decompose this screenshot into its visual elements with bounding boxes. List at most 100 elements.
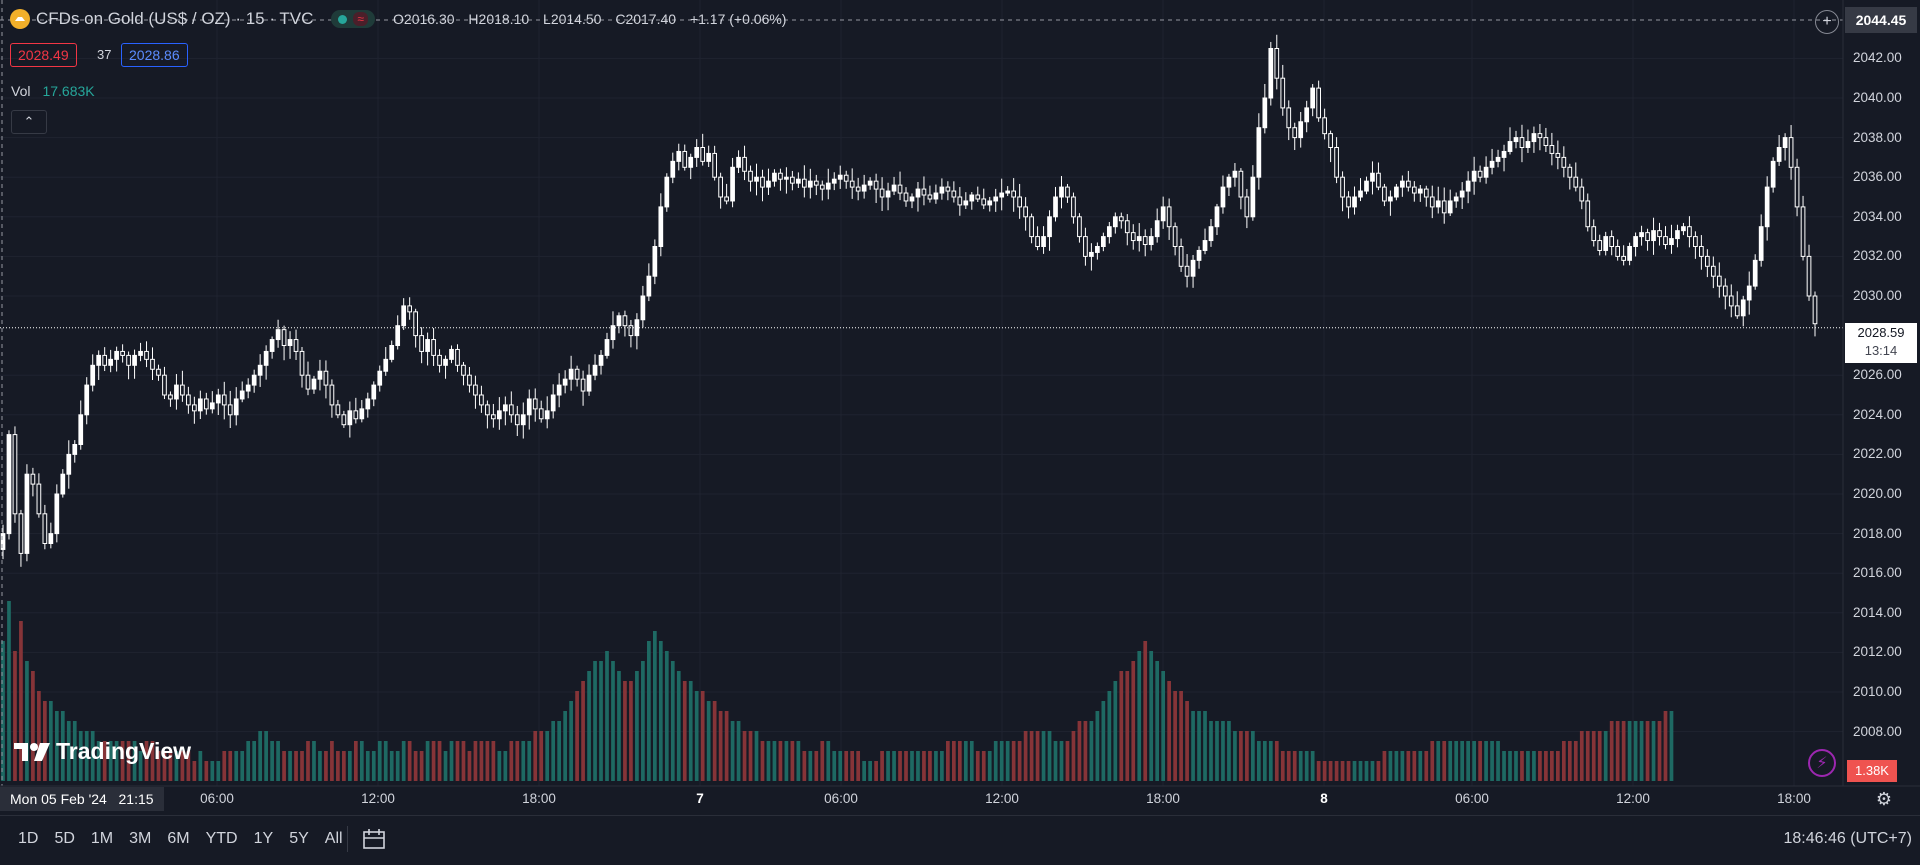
candle-body [108,358,113,366]
candle-body [437,354,442,366]
candle-body [1812,295,1818,325]
volume-legend: Vol 17.683K [11,83,95,99]
ask-price-button[interactable]: 2028.86 [121,43,188,67]
volume-bar [132,741,137,781]
volume-bar [940,751,944,781]
volume-bar [431,741,436,781]
volume-bar [234,751,239,781]
date-range-calendar-icon[interactable] [361,826,387,857]
volume-bar [802,751,807,781]
volume-bar [48,701,53,781]
candle-body [1770,160,1776,188]
volume-bar [545,731,550,781]
volume-bar [288,751,292,781]
volume-bar [108,741,113,781]
candle-body [413,311,418,337]
candle-body [855,186,861,192]
volume-bar [1125,671,1130,781]
range-button-ytd[interactable]: YTD [205,830,238,847]
candle-body [1507,141,1513,152]
symbol-title[interactable]: CFDs on Gold (US$ / OZ) · 15 · TVC [36,9,314,28]
volume-bar [1137,651,1142,781]
collapse-legend-button[interactable]: ⌃ [11,110,47,134]
volume-bar [72,721,77,781]
volume-bar [1131,661,1136,781]
range-button-1d[interactable]: 1D [18,830,39,847]
candle-body [556,384,562,396]
range-button-1m[interactable]: 1M [90,830,114,847]
candle-body [1166,206,1172,228]
volume-bar [670,661,675,781]
volume-bar [168,751,173,781]
candle-body [114,350,119,360]
volume-bar [1262,741,1267,781]
candle-body [365,398,371,410]
price-axis[interactable]: 2042.00 2040.00 2038.00 2036.00 2034.00 2032.… [1843,0,1920,790]
candle-body [455,348,460,366]
candle-body [497,410,502,420]
candle-body [508,404,514,416]
candle-body [807,180,813,188]
lightning-icon[interactable]: ⚡ [1808,749,1836,777]
volume-bar [1029,731,1034,781]
volume-bar [204,761,209,781]
candle-body [1316,87,1321,119]
market-status-icon[interactable]: ≈ [331,10,376,28]
candle-body [837,174,843,180]
range-button-3m[interactable]: 3M [129,830,152,847]
candle-body [664,176,670,208]
settings-gear-icon[interactable]: ⚙ [1875,789,1893,809]
candle-body [1639,232,1644,238]
range-button-5d[interactable]: 5D [54,830,75,847]
candle-body [1746,285,1752,301]
volume-bar [1191,711,1195,781]
volume-bar [306,741,310,781]
volume-bar [78,731,83,781]
candle-body [1501,150,1507,158]
volume-bar [1322,761,1327,781]
candle-body [568,368,574,380]
volume-bar [1113,681,1118,781]
candle-body [622,315,628,327]
price-tick-label: 2032.00 [1853,248,1902,264]
volume-bar [1346,761,1351,781]
bid-price-button[interactable]: 2028.49 [10,43,77,67]
range-button-all[interactable]: All [324,830,343,847]
candle-body [1035,236,1040,248]
volume-bar [1538,751,1542,781]
candle-body [311,378,317,390]
volume-bar [114,741,119,781]
add-alert-plus-icon[interactable]: + [1815,10,1839,34]
price-tick-label: 2018.00 [1853,525,1902,541]
candle-body [401,305,407,327]
volume-bar [347,751,352,781]
candle-body [1513,137,1519,143]
volume-bar [724,711,729,781]
volume-bar [1179,691,1183,781]
range-button-5y[interactable]: 5Y [289,830,309,847]
volume-bar [1005,741,1010,781]
volume-bar [1089,721,1094,781]
volume-bar [1143,641,1148,781]
candle-body [1394,186,1399,198]
candle-body [227,404,233,416]
spread-value: 37 [97,47,112,62]
candle-body [150,358,155,370]
price-tick-label: 2024.00 [1853,406,1902,422]
volume-bar [13,651,17,781]
volume-bar [575,691,579,781]
tradingview-logo[interactable]: TradingView [14,738,191,765]
clock-timezone[interactable]: 18:46:46 (UTC+7) [1783,830,1912,847]
volume-bar [910,751,914,781]
range-button-1y[interactable]: 1Y [253,830,274,847]
candle-body [766,180,771,188]
volume-bar [491,741,496,781]
range-button-6m[interactable]: 6M [167,830,190,847]
volume-bar [1119,671,1124,781]
volume-bar [1406,751,1411,781]
candle-body [1202,240,1208,251]
candle-body [203,398,209,410]
time-axis[interactable]: 06:00 12:00 18:00 7 06:00 12:00 18:00 8 06:00 12:… [0,786,1843,812]
candle-body [1722,285,1728,297]
